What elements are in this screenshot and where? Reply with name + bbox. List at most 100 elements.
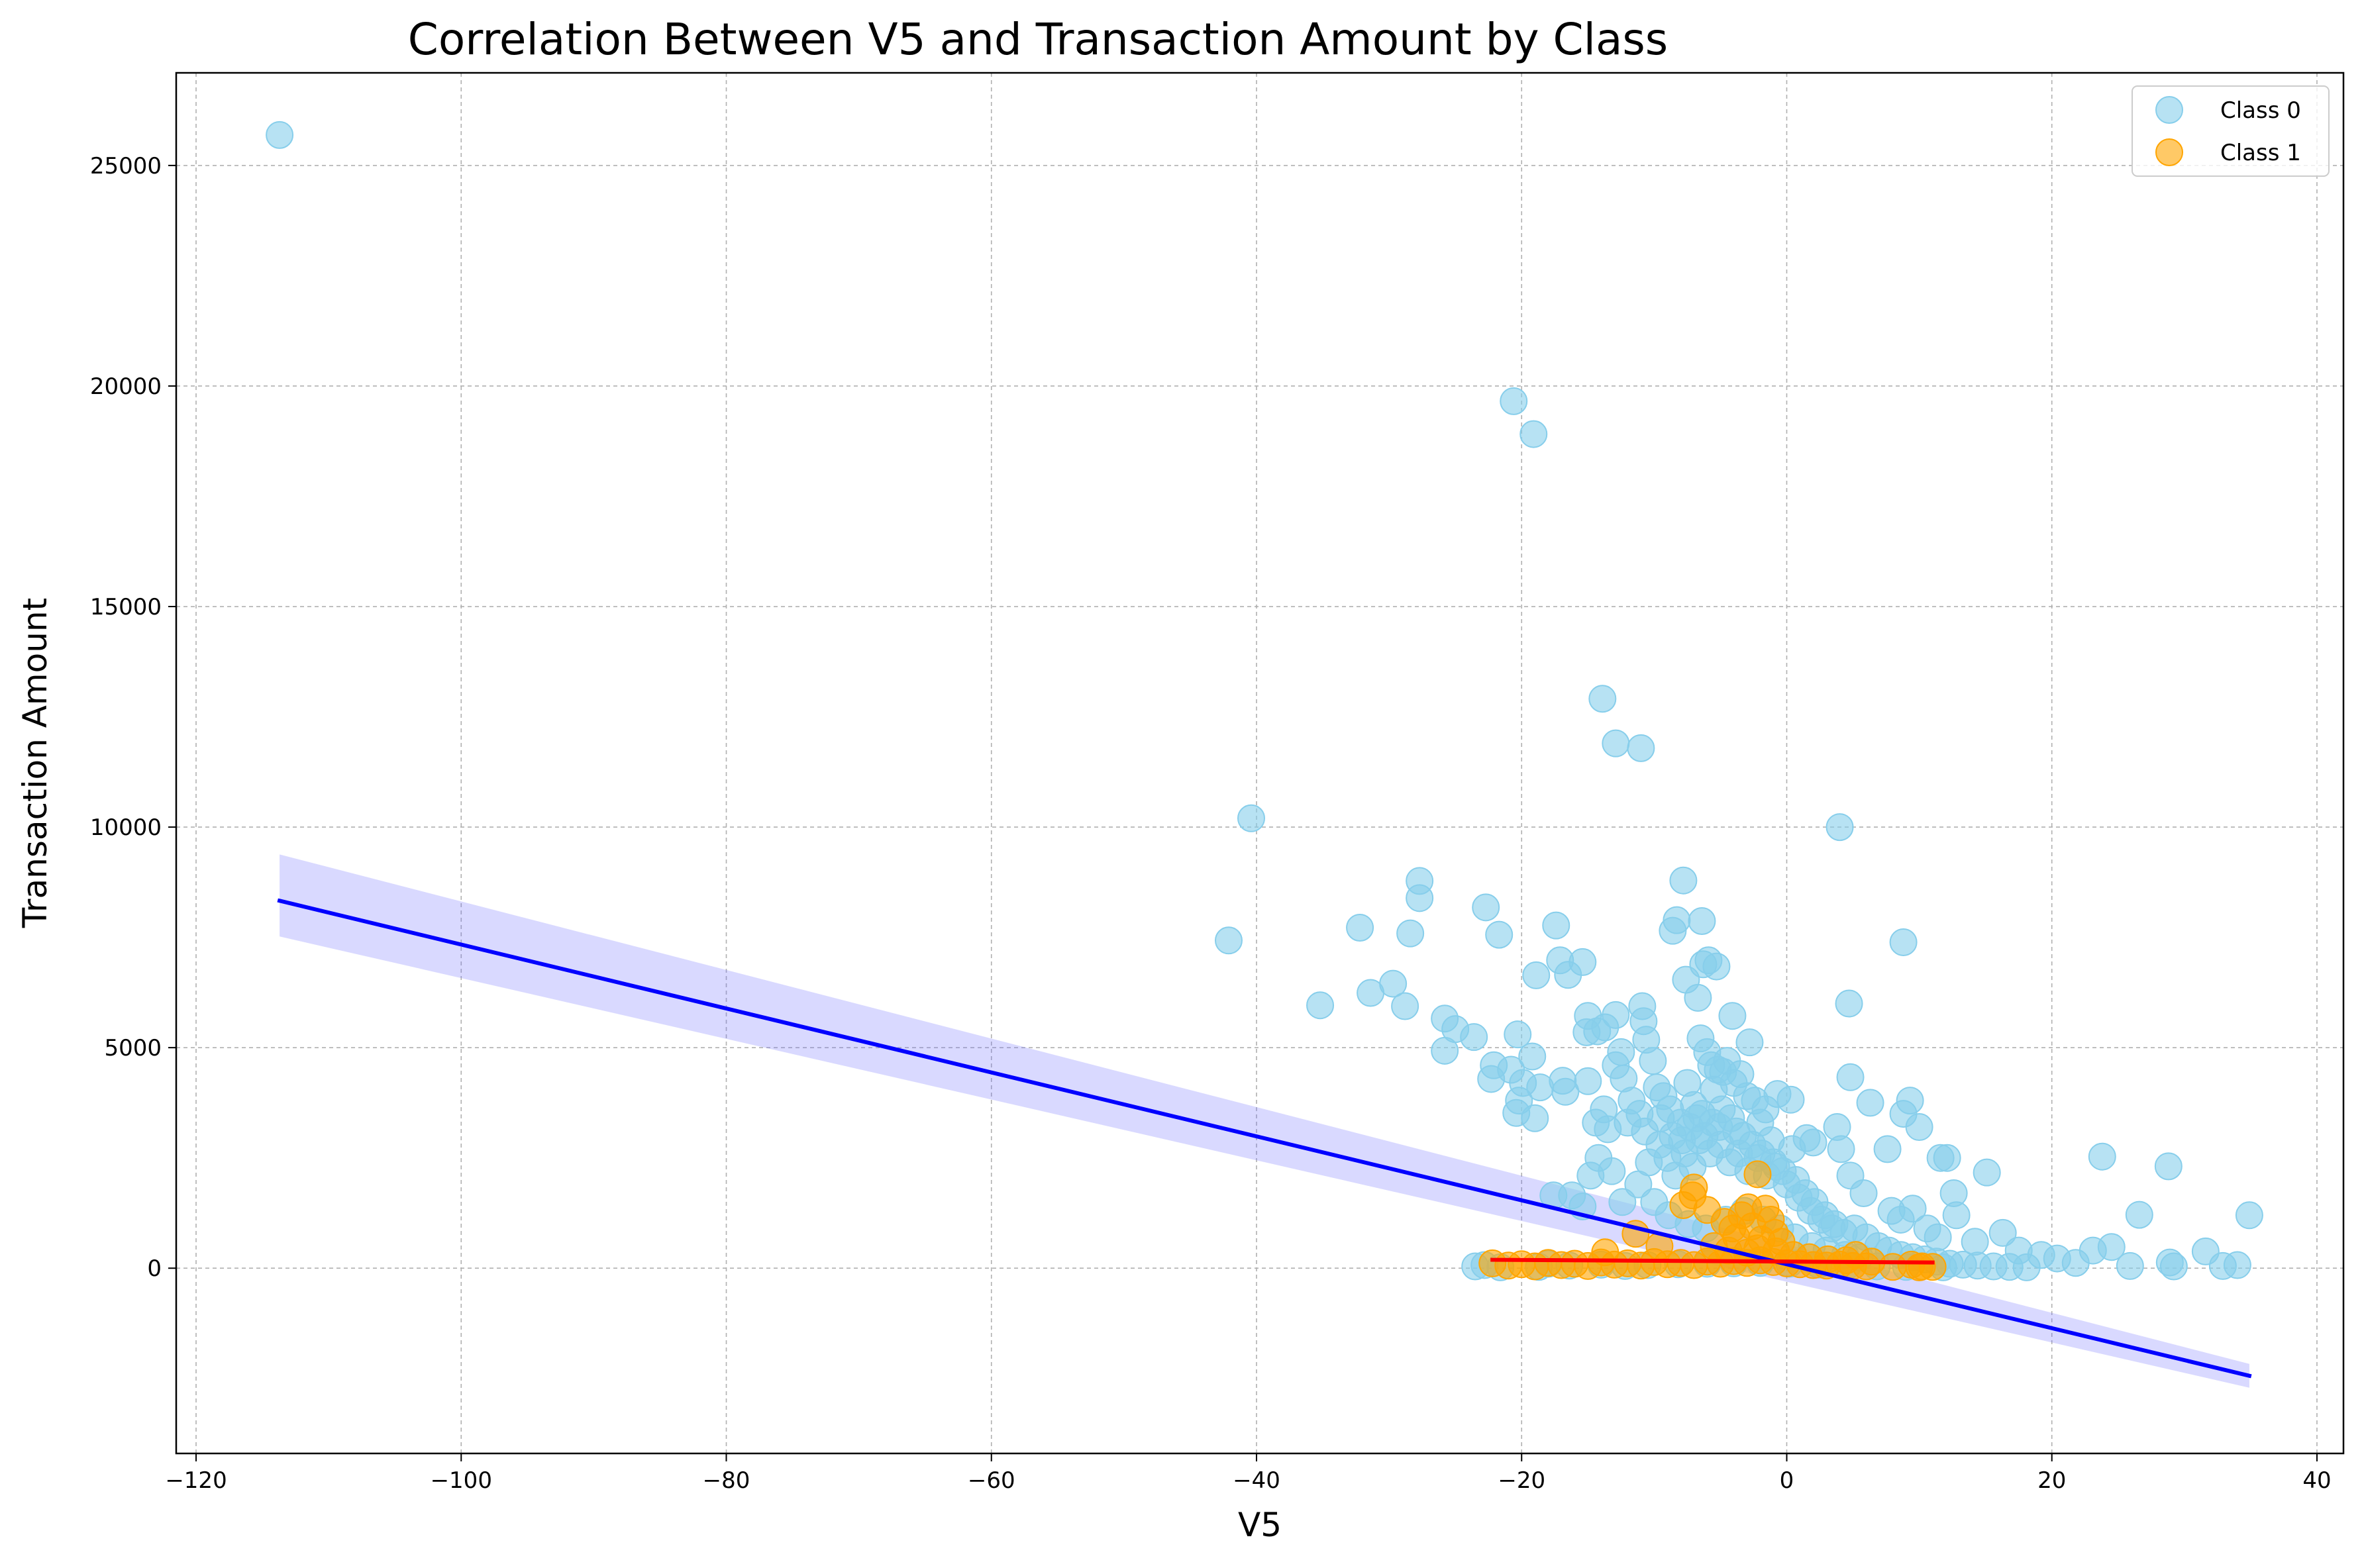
x-tick-label: 40 <box>2302 1467 2331 1494</box>
scatter-point-class-0 <box>1702 952 1731 981</box>
x-tick-label: −80 <box>703 1467 750 1494</box>
scatter-point-class-0 <box>2125 1200 2153 1229</box>
y-tick-label: 25000 <box>90 153 162 179</box>
scatter-point-class-0 <box>1602 1001 1630 1029</box>
x-tick-label: −20 <box>1498 1467 1545 1494</box>
scatter-point-class-0 <box>2012 1253 2041 1281</box>
scatter-point-class-0 <box>1776 1085 1805 1114</box>
regression-line-class-0 <box>277 898 2252 1379</box>
scatter-point-class-0 <box>1237 804 1265 832</box>
scatter-point-class-0 <box>1518 1042 1547 1071</box>
scatter-point-class-0 <box>1659 916 1687 945</box>
scatter-point-class-0 <box>1522 961 1551 989</box>
y-tick-label: 5000 <box>104 1035 162 1061</box>
scatter-point-class-0 <box>1735 1028 1764 1057</box>
scatter-point-class-0 <box>1933 1144 1961 1172</box>
legend: Class 0 Class 1 <box>2132 85 2330 177</box>
scatter-point-class-0 <box>1856 1089 1884 1117</box>
scatter-point-class-0 <box>2097 1233 2126 1261</box>
scatter-point-class-0 <box>1214 926 1243 955</box>
scatter-point-class-0 <box>1608 1188 1637 1216</box>
regression-lines <box>277 898 2252 1379</box>
scatter-point-class-0 <box>1396 919 1425 948</box>
scatter-point-class-0 <box>1684 983 1712 1012</box>
scatter-point-class-0 <box>1406 884 1434 912</box>
x-tick-label: −120 <box>165 1467 227 1494</box>
x-tick-label: −100 <box>431 1467 492 1494</box>
scatter-point-class-0 <box>1873 1135 1902 1163</box>
scatter-point-class-0 <box>1519 420 1548 448</box>
scatter-point-class-0 <box>1574 1067 1602 1095</box>
x-tick-label: 20 <box>2037 1467 2066 1494</box>
scatter-point-class-0 <box>1549 1067 1577 1095</box>
scatter-point-class-0 <box>1391 992 1419 1020</box>
scatter-point-class-0 <box>1835 989 1863 1018</box>
y-tick-label: 15000 <box>90 594 162 620</box>
scatter-point-class-0 <box>1825 813 1854 842</box>
legend-marker-class-1 <box>2155 138 2183 166</box>
scatter-point-class-0 <box>1718 1002 1747 1030</box>
chart-title: Correlation Between V5 and Transaction A… <box>408 14 1668 65</box>
scatter-point-class-0 <box>1602 729 1630 758</box>
scatter-point-class-0 <box>2154 1152 2183 1181</box>
x-tick-label: −40 <box>1233 1467 1280 1494</box>
scatter-point-class-0 <box>266 121 294 149</box>
scatter-point-class-0 <box>1827 1135 1855 1163</box>
scatter-point-class-0 <box>1542 911 1570 940</box>
scatter-point-class-0 <box>1590 1095 1618 1124</box>
x-axis-label: V5 <box>1238 1506 1282 1544</box>
regression-line-class-1 <box>1490 1257 1935 1265</box>
plot-area-frame <box>175 72 2345 1455</box>
y-axis-ticks: 0 5000 10000 15000 20000 25000 <box>90 153 176 1282</box>
scatter-point-class-0 <box>1961 1228 1989 1256</box>
scatter-point-class-1 <box>1908 1252 1936 1281</box>
scatter-point-class-0 <box>1627 734 1655 762</box>
scatter-point-class-0 <box>1889 928 1918 956</box>
scatter-points <box>266 121 2263 1281</box>
scatter-point-class-0 <box>1346 913 1374 942</box>
scatter-point-class-0 <box>1877 1197 1906 1225</box>
y-tick-label: 0 <box>147 1255 162 1282</box>
scatter-point-class-0 <box>1973 1158 2001 1187</box>
x-tick-label: −60 <box>968 1467 1015 1494</box>
scatter-point-class-0 <box>1598 1157 1626 1185</box>
scatter-point-class-0 <box>1688 906 1716 935</box>
scatter-point-class-0 <box>1306 991 1335 1020</box>
scatter-point-class-0 <box>1988 1218 2017 1247</box>
scatter-point-class-0 <box>1568 948 1597 976</box>
scatter-point-class-0 <box>1607 1038 1635 1066</box>
scatter-point-class-0 <box>1905 1113 1933 1142</box>
y-axis-label: Transaction Amount <box>16 598 54 928</box>
scatter-point-class-0 <box>1521 1104 1549 1132</box>
scatter-point-class-0 <box>2223 1251 2251 1279</box>
legend-marker-class-0 <box>2155 96 2183 124</box>
scatter-point-class-0 <box>1379 969 1408 998</box>
y-tick-label: 10000 <box>90 814 162 841</box>
scatter-point-class-0 <box>1639 1047 1667 1075</box>
scatter-point-class-0 <box>2159 1252 2188 1281</box>
x-tick-label: 0 <box>1780 1467 1794 1494</box>
scatter-point-class-0 <box>1769 1157 1797 1185</box>
scatter-point-class-1 <box>1669 1191 1698 1219</box>
legend-label-class-1: Class 1 <box>2220 140 2301 166</box>
scatter-point-class-0 <box>2116 1251 2144 1280</box>
scatter-point-class-0 <box>1849 1179 1878 1207</box>
scatter-point-class-0 <box>1460 1023 1488 1052</box>
scatter-point-class-0 <box>1942 1201 1971 1230</box>
x-axis-ticks: −120 −100 −80 −60 −40 −20 0 20 40 <box>165 1453 2332 1494</box>
scatter-point-class-0 <box>1588 685 1617 713</box>
scatter-point-class-1 <box>1743 1160 1772 1189</box>
scatter-point-class-0 <box>1472 893 1500 922</box>
legend-label-class-0: Class 0 <box>2220 97 2301 124</box>
scatter-point-class-0 <box>1799 1128 1827 1157</box>
y-tick-label: 20000 <box>90 373 162 400</box>
scatter-point-class-0 <box>1669 866 1698 895</box>
scatter-point-class-0 <box>1504 1020 1532 1049</box>
scatter-point-class-0 <box>1836 1063 1865 1091</box>
scatter-point-class-0 <box>1500 387 1528 415</box>
scatter-point-class-0 <box>2088 1142 2116 1171</box>
scatter-point-class-0 <box>2235 1201 2263 1230</box>
scatter-point-class-0 <box>1485 920 1514 949</box>
